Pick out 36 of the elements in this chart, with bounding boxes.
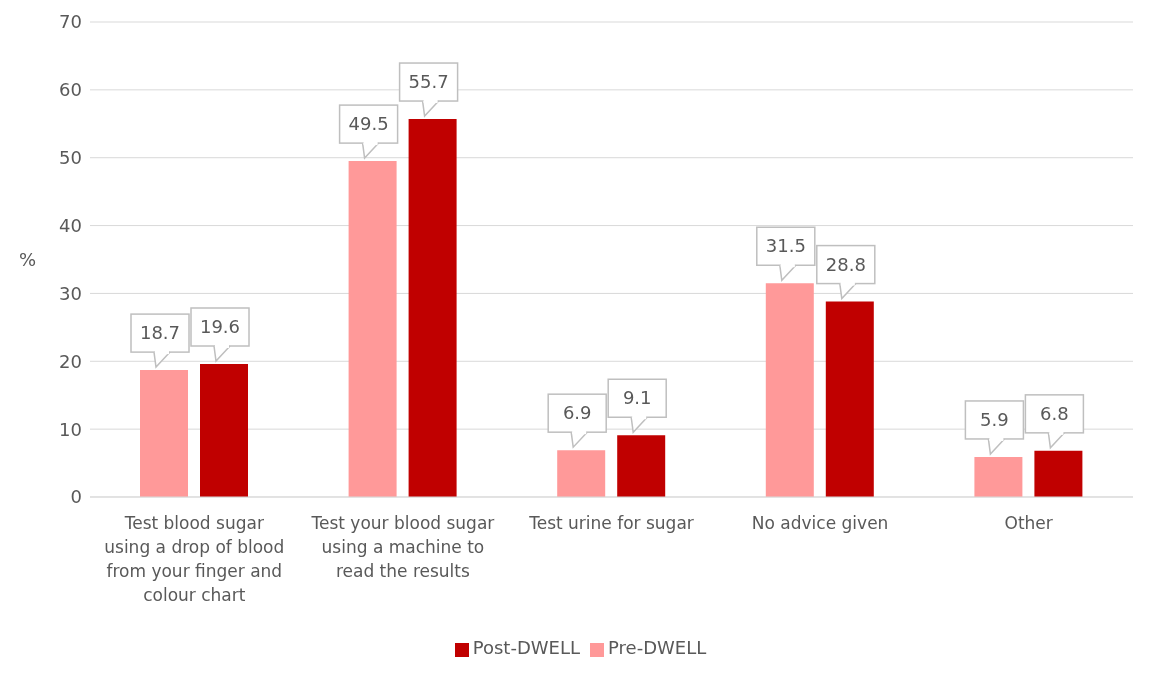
data-label: 49.5 (348, 113, 389, 135)
y-tick-label: 50 (59, 147, 82, 169)
legend-label: Post-DWELL (472, 637, 581, 658)
data-label: 31.5 (765, 235, 806, 257)
data-label: 6.9 (562, 402, 592, 424)
y-tick-label: 70 (59, 11, 82, 33)
y-axis-title: % (19, 248, 37, 270)
y-tick-label: 30 (59, 282, 82, 304)
y-tick-label: 40 (59, 214, 82, 236)
bar (140, 370, 188, 497)
bar (825, 301, 874, 497)
bar (1034, 450, 1083, 497)
data-label: 55.7 (408, 71, 449, 93)
data-label: 19.6 (199, 316, 241, 337)
x-tick-label: No advice given (751, 513, 889, 533)
bar (765, 283, 814, 497)
bar (200, 364, 248, 497)
data-label: 6.8 (1040, 402, 1069, 424)
y-tick-label: 60 (59, 79, 82, 101)
legend-label: Pre-DWELL (608, 637, 707, 658)
x-tick-label: Test urine for sugar (528, 513, 694, 533)
y-tick-label: 0 (70, 486, 82, 508)
bar (348, 161, 397, 497)
bar (974, 456, 1023, 497)
y-tick-label: 20 (59, 350, 82, 372)
data-label: 5.9 (980, 408, 1009, 430)
data-label: 9.1 (622, 387, 652, 409)
bar (557, 450, 606, 497)
y-tick-label: 10 (59, 418, 82, 440)
x-tick-label: Test your blood sugar using a machine to read the results (310, 513, 495, 581)
bar (408, 119, 457, 497)
data-label: 28.8 (825, 253, 866, 275)
data-label: 18.7 (139, 322, 181, 344)
bar (617, 435, 666, 497)
x-tick-label: Other (1004, 513, 1053, 533)
x-tick-label: Test blood sugar using a drop of blood from your finger and colour chart (104, 513, 285, 605)
